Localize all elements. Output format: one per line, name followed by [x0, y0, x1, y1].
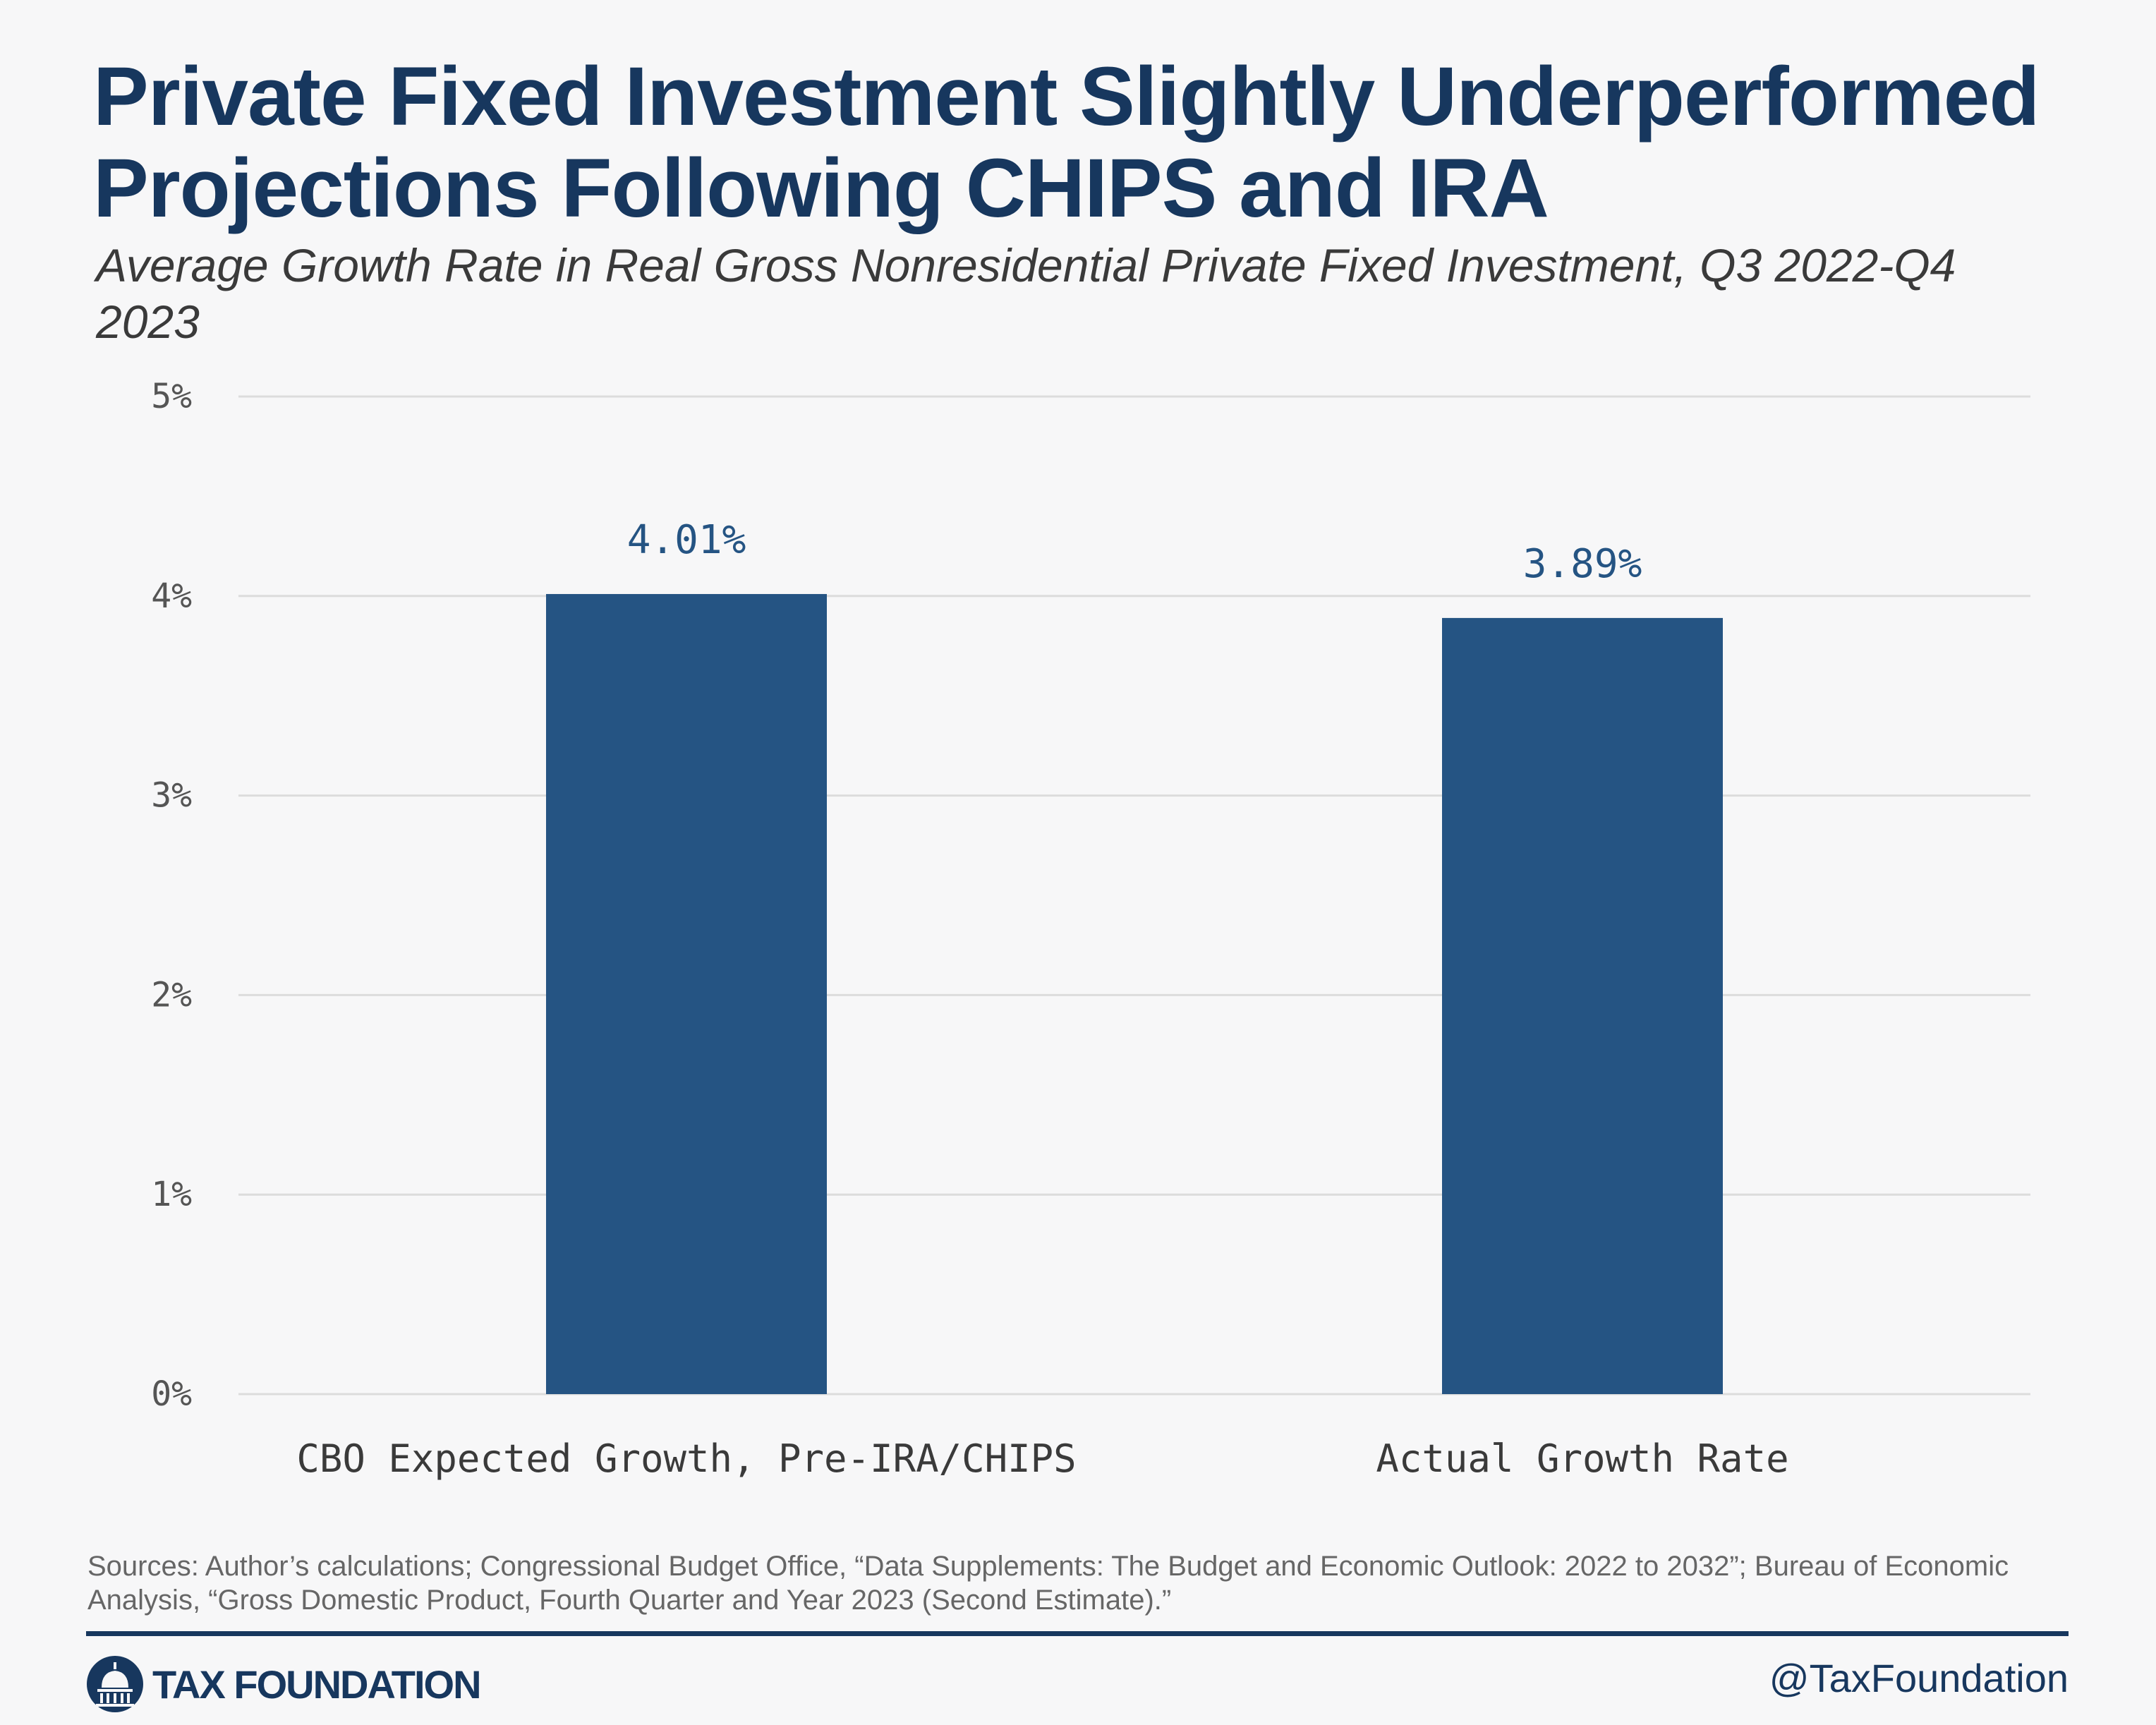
- y-tick-label: 3%: [151, 776, 192, 816]
- chart-title: Private Fixed Investment Slightly Underp…: [93, 50, 2040, 235]
- bars: [546, 593, 1723, 1395]
- y-axis-ticks: 0% 1% 2% 3% 4% 5%: [151, 377, 192, 1414]
- data-labels: 4.01% 3.89%: [627, 517, 1642, 587]
- sources-note: Sources: Author’s calculations; Congress…: [87, 1551, 2009, 1616]
- y-tick-label: 1%: [151, 1175, 192, 1214]
- chart-subtitle: Average Growth Rate in Real Gross Nonres…: [96, 239, 1956, 348]
- bar-chart: 0% 1% 2% 3% 4% 5% 4.01% 3.89% CBO Expected Gro…: [151, 377, 2030, 1481]
- capitol-dome-icon: [87, 1656, 143, 1712]
- footer-divider: [86, 1631, 2069, 1636]
- gridlines: [238, 395, 2030, 1396]
- bar-value-label: 4.01%: [627, 517, 746, 563]
- bar: [1442, 617, 1723, 1395]
- y-tick-label: 5%: [151, 377, 192, 416]
- y-tick-label: 0%: [151, 1374, 192, 1414]
- bar-value-label: 3.89%: [1523, 541, 1642, 587]
- y-tick-label: 4%: [151, 576, 192, 616]
- x-axis-ticks: CBO Expected Growth, Pre-IRA/CHIPS Actual…: [296, 1436, 1788, 1481]
- brand-name: TAX FOUNDATION: [152, 1662, 482, 1707]
- y-tick-label: 2%: [151, 975, 192, 1015]
- x-tick-label: Actual Growth Rate: [1376, 1436, 1788, 1481]
- tax-foundation-logo: TAX FOUNDATION: [86, 1652, 482, 1716]
- x-tick-label: CBO Expected Growth, Pre-IRA/CHIPS: [296, 1436, 1076, 1481]
- twitter-handle[interactable]: @TaxFoundation: [1769, 1656, 2069, 1700]
- bar: [546, 593, 827, 1395]
